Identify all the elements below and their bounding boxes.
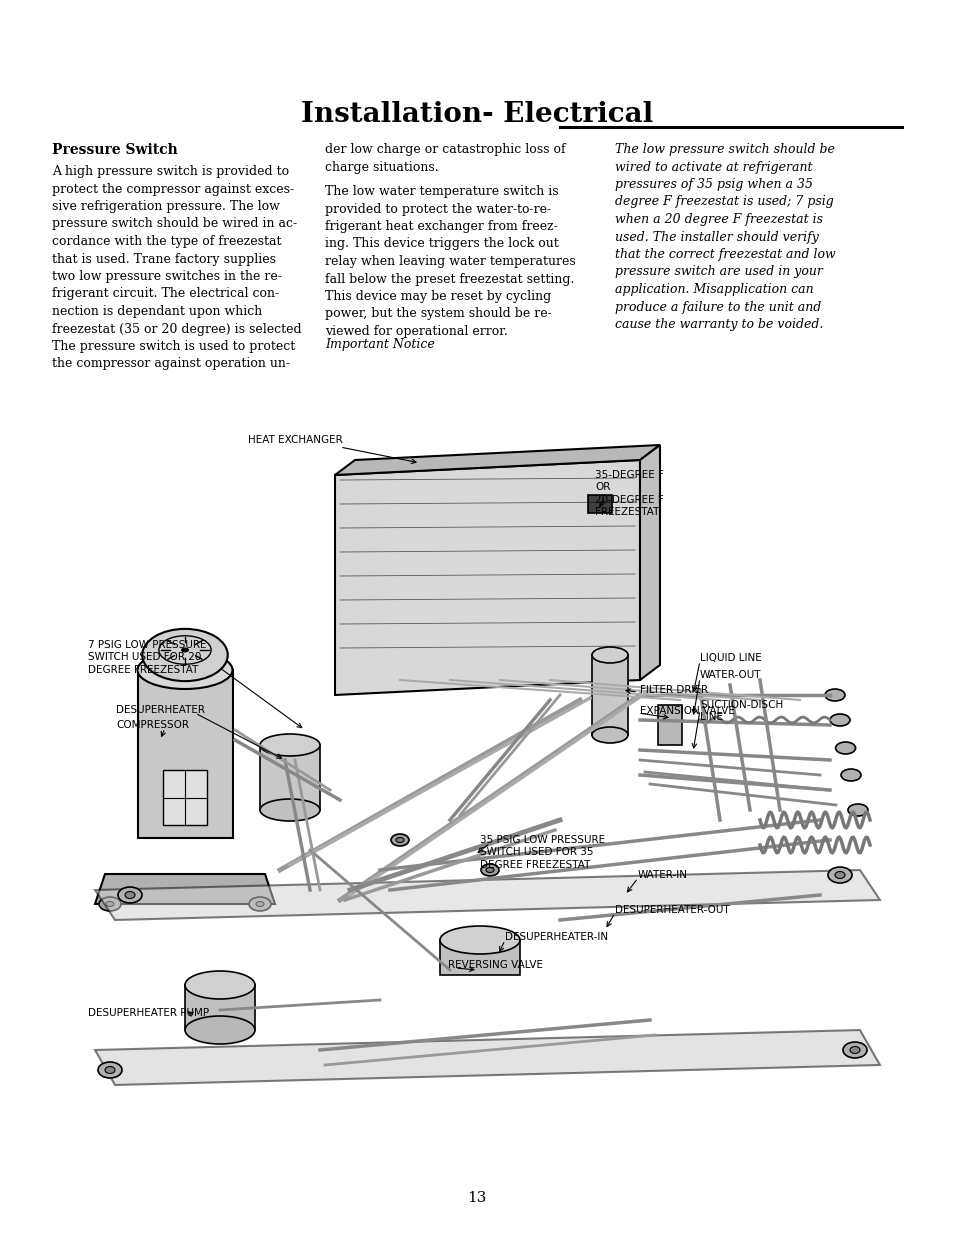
Text: LIQUID LINE: LIQUID LINE (700, 653, 760, 663)
Text: WATER-IN: WATER-IN (638, 869, 687, 881)
Polygon shape (95, 874, 274, 904)
Text: REVERSING VALVE: REVERSING VALVE (448, 960, 542, 969)
Ellipse shape (849, 1046, 859, 1053)
Text: HEAT EXCHANGER: HEAT EXCHANGER (248, 435, 342, 445)
Text: DESUPERHEATER-IN: DESUPERHEATER-IN (504, 932, 607, 942)
Text: SUCTION-DISCH
LINE: SUCTION-DISCH LINE (700, 700, 782, 722)
Text: A high pressure switch is provided to
protect the compressor against exces-
sive: A high pressure switch is provided to pr… (52, 165, 301, 370)
FancyBboxPatch shape (260, 745, 319, 810)
Ellipse shape (137, 651, 233, 689)
Text: 7 PSIG LOW PRESSURE
SWITCH USED FOR 20
DEGREE FREEZESTAT: 7 PSIG LOW PRESSURE SWITCH USED FOR 20 D… (88, 640, 206, 674)
Ellipse shape (249, 897, 271, 911)
Ellipse shape (439, 926, 519, 953)
Ellipse shape (98, 1062, 122, 1078)
Ellipse shape (829, 714, 849, 726)
Ellipse shape (181, 647, 189, 652)
Text: DESUPERHEATER-OUT: DESUPERHEATER-OUT (615, 905, 729, 915)
Ellipse shape (847, 804, 867, 816)
Text: The low water temperature switch is
provided to protect the water-to-re-
frigera: The low water temperature switch is prov… (325, 185, 576, 338)
Text: WATER-OUT: WATER-OUT (700, 671, 760, 680)
Ellipse shape (842, 1042, 866, 1058)
FancyBboxPatch shape (658, 705, 681, 745)
Polygon shape (95, 869, 879, 920)
Text: DESUPERHEATER PUMP: DESUPERHEATER PUMP (88, 1008, 209, 1018)
Text: 13: 13 (467, 1191, 486, 1205)
Ellipse shape (118, 887, 142, 903)
Ellipse shape (255, 902, 264, 906)
Text: Important Notice: Important Notice (325, 338, 435, 351)
Ellipse shape (260, 734, 319, 756)
Ellipse shape (480, 864, 498, 876)
Ellipse shape (827, 867, 851, 883)
Ellipse shape (485, 867, 494, 872)
FancyBboxPatch shape (439, 940, 519, 974)
Polygon shape (335, 445, 659, 475)
Ellipse shape (185, 971, 254, 999)
Text: EXPANSION VALVE: EXPANSION VALVE (639, 706, 734, 716)
FancyBboxPatch shape (138, 671, 233, 839)
Ellipse shape (841, 769, 861, 781)
Text: The low pressure switch should be
wired to activate at refrigerant
pressures of : The low pressure switch should be wired … (615, 143, 835, 331)
Ellipse shape (99, 897, 121, 911)
Ellipse shape (105, 1067, 115, 1073)
Ellipse shape (592, 727, 627, 743)
Text: Pressure Switch: Pressure Switch (52, 143, 177, 157)
FancyBboxPatch shape (163, 769, 207, 825)
Ellipse shape (391, 834, 409, 846)
Ellipse shape (125, 892, 135, 899)
Ellipse shape (592, 647, 627, 663)
FancyBboxPatch shape (587, 495, 612, 513)
Text: FILTER DRIER: FILTER DRIER (639, 685, 707, 695)
Polygon shape (95, 1030, 879, 1086)
Ellipse shape (824, 689, 844, 701)
Ellipse shape (142, 629, 228, 682)
Text: der low charge or catastrophic loss of
charge situations.: der low charge or catastrophic loss of c… (325, 143, 565, 173)
FancyBboxPatch shape (185, 986, 254, 1030)
Text: DESUPERHEATER: DESUPERHEATER (116, 705, 205, 715)
Ellipse shape (106, 902, 113, 906)
Text: Installation- Electrical: Installation- Electrical (300, 101, 653, 128)
Text: COMPRESSOR: COMPRESSOR (116, 720, 189, 730)
Text: 35 PSIG LOW PRESSURE
SWITCH USED FOR 35
DEGREE FREEZESTAT: 35 PSIG LOW PRESSURE SWITCH USED FOR 35 … (479, 835, 604, 869)
Text: 35-DEGREE F
OR
20-DEGREE F
FREEZESTAT: 35-DEGREE F OR 20-DEGREE F FREEZESTAT (595, 471, 663, 517)
Polygon shape (335, 459, 639, 695)
Polygon shape (639, 445, 659, 680)
Ellipse shape (835, 742, 855, 755)
FancyBboxPatch shape (592, 655, 627, 735)
Ellipse shape (395, 837, 403, 842)
Ellipse shape (185, 1016, 254, 1044)
Ellipse shape (834, 872, 844, 878)
Ellipse shape (260, 799, 319, 821)
